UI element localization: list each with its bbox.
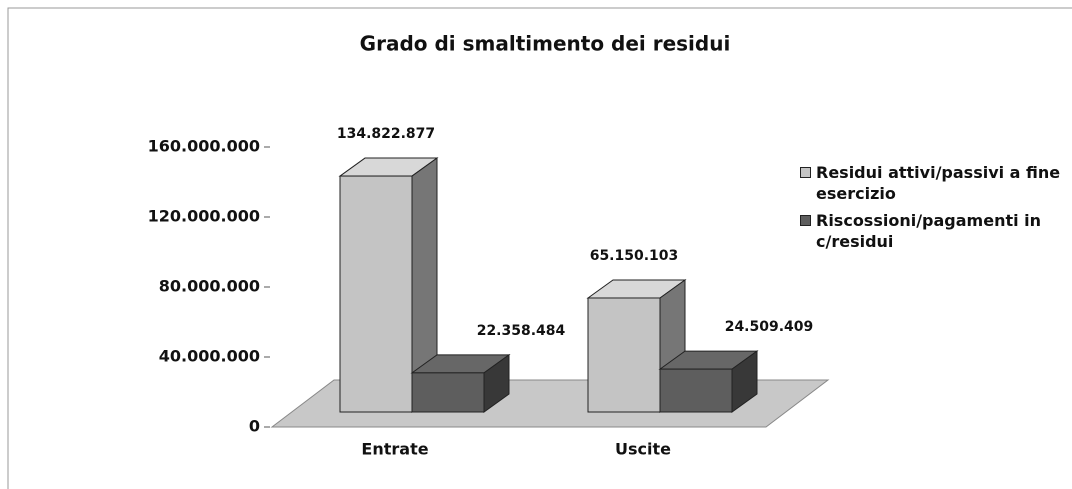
x-tick-label: Uscite [615, 440, 671, 459]
legend-swatch [800, 167, 811, 178]
legend-label: Residui attivi/passivi a fine esercizio [816, 163, 1061, 203]
y-tick-label: 120.000.000 [148, 207, 260, 226]
y-tick-label: 160.000.000 [148, 137, 260, 156]
legend: Residui attivi/passivi a fine esercizio R… [800, 162, 1068, 258]
legend-label: Riscossioni/pagamenti in c/residui [816, 211, 1042, 251]
x-tick-label: Entrate [361, 440, 428, 459]
value-label: 24.509.409 [725, 319, 814, 335]
legend-item: Riscossioni/pagamenti in c/residui [800, 210, 1068, 252]
y-tick-label: 0 [249, 417, 260, 436]
legend-swatch [800, 215, 811, 226]
value-label: 22.358.484 [477, 323, 566, 339]
y-tick-label: 80.000.000 [159, 277, 260, 296]
chart-frame [7, 7, 1072, 489]
value-label: 65.150.103 [590, 248, 679, 264]
chart-title: Grado di smaltimento dei residui [360, 32, 731, 56]
legend-item: Residui attivi/passivi a fine esercizio [800, 162, 1068, 204]
bar [339, 175, 413, 413]
bar [659, 368, 733, 413]
y-tick-label: 40.000.000 [159, 347, 260, 366]
bar [411, 372, 485, 413]
value-label: 134.822.877 [337, 126, 435, 142]
bar [587, 297, 661, 413]
